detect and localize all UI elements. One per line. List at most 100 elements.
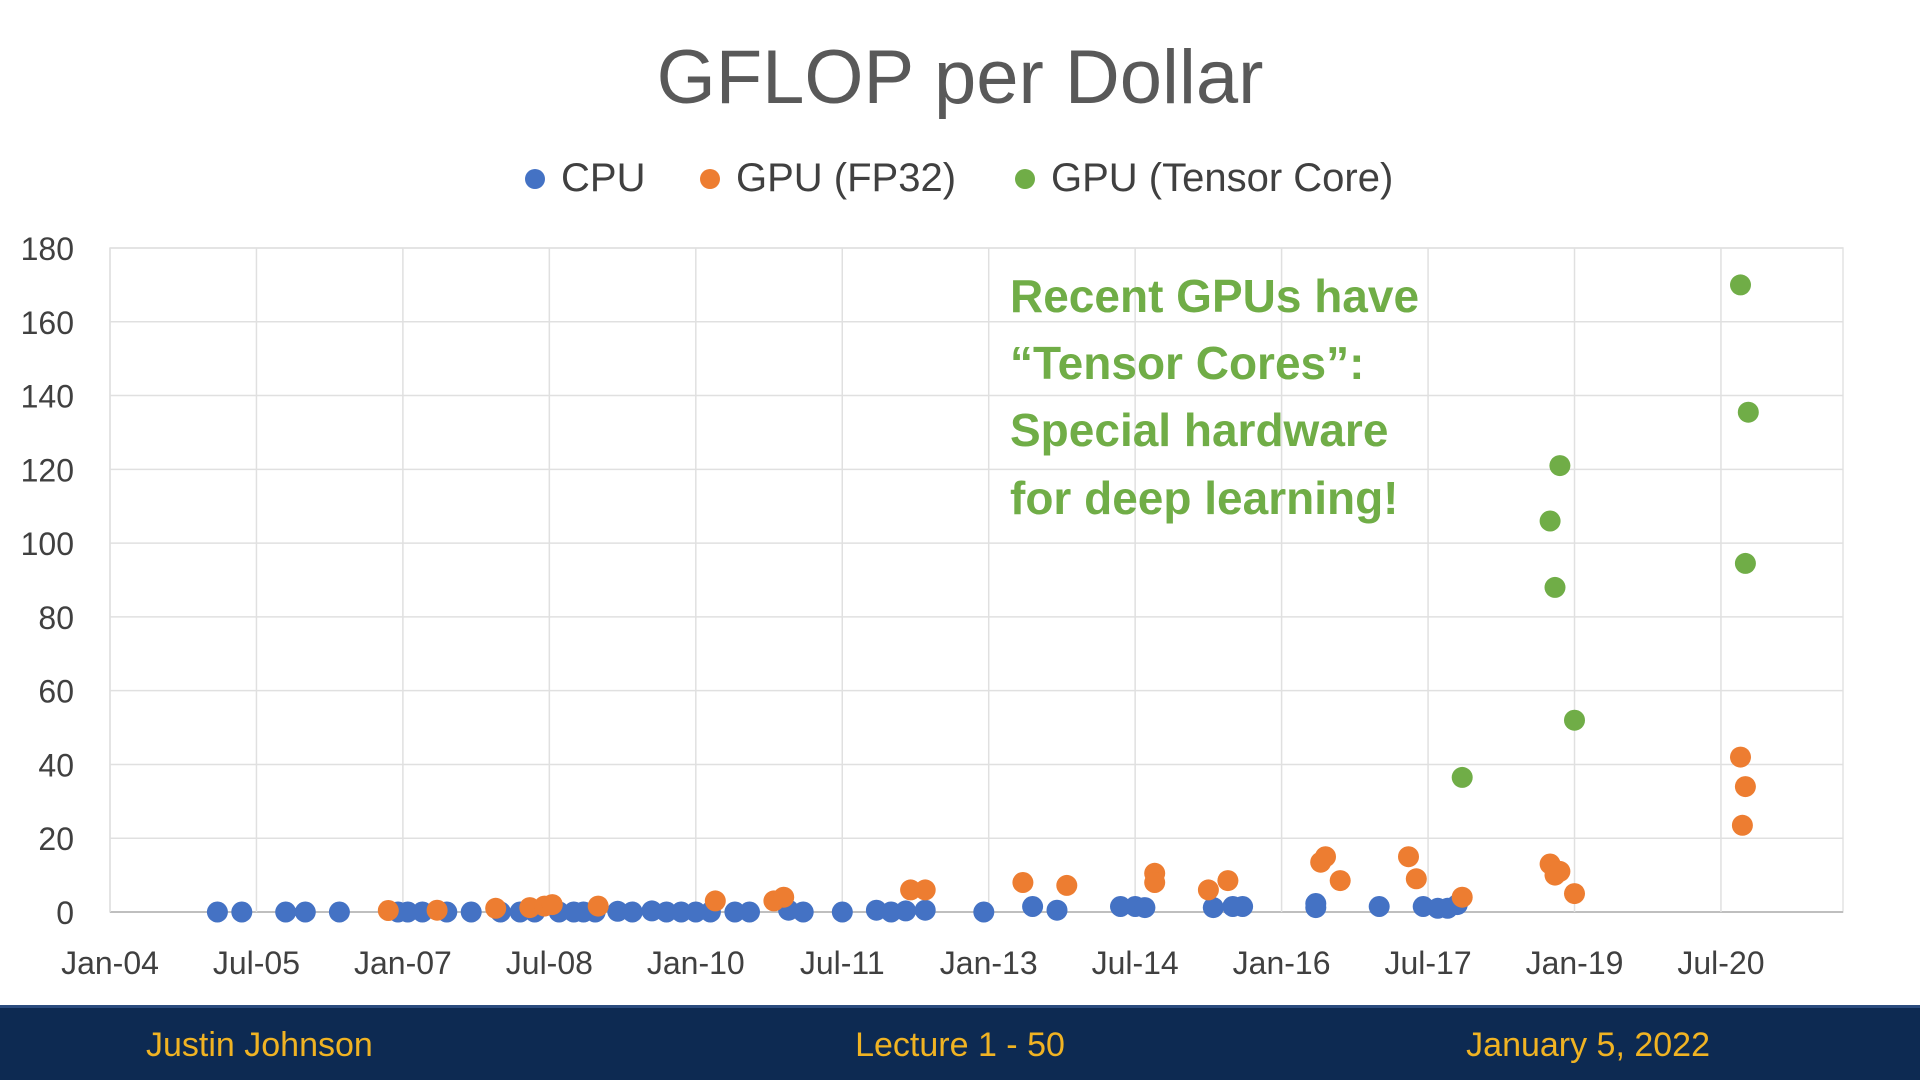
cpu-point xyxy=(1022,896,1044,917)
gpu-fp32-point xyxy=(377,900,399,921)
gpu-tensor-point xyxy=(1539,510,1561,532)
cpu-point xyxy=(831,901,853,923)
cpu-point xyxy=(1202,897,1224,919)
x-tick-label: Jan-13 xyxy=(940,945,1038,981)
cpu-point xyxy=(895,900,917,922)
gpu-fp32-point xyxy=(1730,746,1751,768)
cpu-point xyxy=(1110,896,1131,917)
cpu-point xyxy=(973,901,995,923)
slide-footer: Justin Johnson Lecture 1 - 50 January 5,… xyxy=(0,1005,1920,1080)
annotation: Recent GPUs have “Tensor Cores”: Special… xyxy=(1010,270,1419,524)
gpu-tensor-point xyxy=(1734,552,1756,574)
gpu-fp32-point xyxy=(1217,870,1239,892)
gpu-fp32-point xyxy=(1144,872,1166,893)
gpu-fp32-point xyxy=(426,899,448,921)
gpu-tensor-point xyxy=(1544,576,1566,598)
gpu-fp32-point xyxy=(1549,860,1571,882)
annotation-line-1: Recent GPUs have xyxy=(1010,270,1419,322)
x-tick-label: Jan-16 xyxy=(1233,945,1331,981)
x-tick-label: Jan-07 xyxy=(354,945,452,981)
x-tick-label: Jul-17 xyxy=(1384,945,1471,981)
y-tick-label: 0 xyxy=(56,895,74,931)
cpu-point xyxy=(670,901,692,923)
y-axis-ticks: 0 20 40 60 80 100 120 140 160 180 xyxy=(21,231,74,931)
y-tick-label: 120 xyxy=(21,452,74,488)
gpu-fp32-point xyxy=(1315,846,1336,868)
chart-title: GFLOP per Dollar xyxy=(657,35,1264,120)
gpu-tensor-point xyxy=(1730,274,1751,296)
annotation-line-3: Special hardware xyxy=(1010,404,1388,456)
cpu-point xyxy=(792,901,814,923)
annotation-line-2: “Tensor Cores”: xyxy=(1010,337,1364,389)
gpu-tensor-point xyxy=(1549,455,1571,477)
gpu-fp32-point xyxy=(1734,776,1756,798)
gpu-tensor-point xyxy=(1737,401,1759,423)
gpu-fp32-point xyxy=(1012,872,1034,893)
cpu-point xyxy=(231,901,253,923)
gpu-tensor-point xyxy=(1451,766,1473,788)
gpu-fp32-point xyxy=(914,879,936,901)
series-gpu-fp32 xyxy=(377,746,1756,921)
legend-marker-cpu xyxy=(525,169,545,189)
footer-author: Justin Johnson xyxy=(146,1026,373,1064)
series-gpu-tensor xyxy=(1451,274,1759,788)
cpu-point xyxy=(914,899,936,921)
gflop-per-dollar-chart: GFLOP per Dollar CPU GPU (FP32) GPU (Ten… xyxy=(21,35,1844,981)
gpu-fp32-point xyxy=(773,886,795,908)
x-tick-label: Jul-05 xyxy=(213,945,300,981)
legend-label-gpu-fp32: GPU (FP32) xyxy=(736,156,956,200)
cpu-point xyxy=(1305,893,1327,914)
gpu-fp32-point xyxy=(1329,870,1351,892)
y-tick-label: 140 xyxy=(21,379,74,415)
y-tick-label: 180 xyxy=(21,231,74,267)
cpu-point xyxy=(397,901,419,923)
legend-marker-gpu-tensor xyxy=(1015,169,1035,189)
gpu-fp32-point xyxy=(1731,814,1753,836)
y-tick-label: 160 xyxy=(21,305,74,341)
cpu-point xyxy=(724,901,746,923)
x-tick-label: Jul-11 xyxy=(800,945,885,981)
legend: CPU GPU (FP32) GPU (Tensor Core) xyxy=(525,156,1393,200)
gpu-fp32-point xyxy=(1197,879,1219,901)
gpu-fp32-point xyxy=(1056,874,1078,896)
cpu-point xyxy=(206,901,228,923)
annotation-line-4: for deep learning! xyxy=(1010,472,1398,524)
x-tick-label: Jul-14 xyxy=(1092,945,1179,981)
cpu-point xyxy=(460,901,482,923)
gridlines xyxy=(109,247,1844,913)
x-tick-label: Jul-08 xyxy=(506,945,593,981)
gpu-fp32-point xyxy=(541,894,563,916)
cpu-point xyxy=(275,901,297,923)
y-tick-label: 80 xyxy=(38,600,74,636)
y-tick-label: 40 xyxy=(38,747,74,783)
gpu-fp32-point xyxy=(1398,846,1419,868)
x-tick-label: Jul-20 xyxy=(1677,945,1764,981)
cpu-point xyxy=(656,901,677,923)
gpu-tensor-point xyxy=(1564,709,1585,731)
x-tick-label: Jan-19 xyxy=(1526,945,1624,981)
gpu-fp32-point xyxy=(485,897,507,919)
gpu-fp32-point xyxy=(1451,886,1473,908)
gpu-fp32-point xyxy=(900,879,922,901)
legend-label-cpu: CPU xyxy=(561,156,645,200)
footer-date: January 5, 2022 xyxy=(1466,1026,1710,1064)
legend-label-gpu-tensor: GPU (Tensor Core) xyxy=(1051,156,1393,200)
x-tick-label: Jan-04 xyxy=(61,945,159,981)
footer-lecture: Lecture 1 - 50 xyxy=(855,1026,1065,1064)
cpu-point xyxy=(328,901,350,923)
x-axis-ticks: Jan-04 Jul-05 Jan-07 Jul-08 Jan-10 Jul-11 Jan-… xyxy=(61,945,1764,981)
y-tick-label: 60 xyxy=(38,674,74,710)
x-tick-label: Jan-10 xyxy=(647,945,745,981)
cpu-point xyxy=(621,901,643,923)
cpu-point xyxy=(1046,899,1068,921)
legend-marker-gpu-fp32 xyxy=(700,169,720,189)
cpu-point xyxy=(685,901,707,923)
gpu-fp32-point xyxy=(1564,883,1585,905)
cpu-point xyxy=(1134,897,1156,919)
y-tick-label: 100 xyxy=(21,526,74,562)
plot-area xyxy=(109,247,1844,913)
gpu-fp32-point xyxy=(704,890,726,912)
data-points xyxy=(206,274,1759,923)
cpu-point xyxy=(739,901,760,923)
gpu-fp32-point xyxy=(1405,868,1427,890)
